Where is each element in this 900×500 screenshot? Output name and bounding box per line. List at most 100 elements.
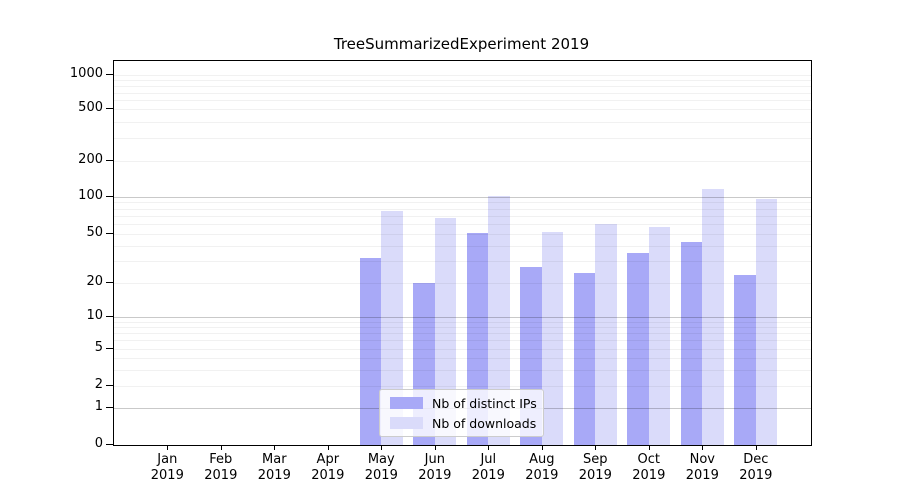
- x-tick-label-year: 2019: [471, 467, 505, 483]
- y-gridline: [114, 316, 811, 318]
- downloads-bar-jul: [488, 196, 510, 445]
- distinct-ips-bar-sep: [573, 273, 596, 445]
- y-gridline: [114, 333, 811, 335]
- y-gridline: [114, 327, 811, 328]
- x-tick-mark: [381, 445, 383, 450]
- y-gridline: [114, 202, 811, 204]
- downloads-bar-jun: [434, 218, 457, 445]
- y-gridline: [114, 282, 811, 284]
- y-tick-label: 10: [86, 307, 103, 323]
- distinct-ips-bar-nov: [680, 242, 703, 445]
- x-tick-label: Nov 2019: [671, 452, 733, 483]
- y-gridline: [114, 261, 811, 263]
- x-tick-label-year: 2019: [418, 467, 452, 483]
- x-tick-label: Sep 2019: [564, 452, 626, 483]
- y-gridline: [114, 109, 811, 111]
- x-tick-label-year: 2019: [204, 467, 238, 483]
- x-tick-label-year: 2019: [364, 467, 398, 483]
- y-gridline: [114, 357, 811, 359]
- y-tick-label: 2: [94, 377, 103, 392]
- x-tick-label-month: Apr: [316, 452, 340, 467]
- y-gridline: [114, 138, 811, 139]
- y-gridline: [114, 85, 811, 87]
- x-tick-label-month: Oct: [637, 452, 661, 467]
- y-tick-mark: [106, 444, 113, 445]
- x-tick-label: Apr 2019: [297, 452, 359, 483]
- y-tick-mark: [106, 281, 113, 283]
- x-tick-mark: [595, 445, 597, 450]
- y-gridline: [114, 340, 811, 342]
- y-gridline: [114, 208, 811, 210]
- x-tick-label-year: 2019: [632, 467, 666, 483]
- y-gridline: [114, 80, 811, 81]
- legend-item-downloads: Nb of downloads: [390, 415, 543, 431]
- y-gridline: [114, 245, 811, 247]
- y-tick-mark: [106, 385, 113, 386]
- x-tick-label-month: Feb: [209, 452, 233, 467]
- y-gridline: [114, 92, 811, 94]
- x-tick-label: Feb 2019: [190, 452, 252, 483]
- x-tick-label: Dec 2019: [725, 452, 787, 483]
- x-tick-label: Jan 2019: [136, 452, 198, 483]
- x-tick-mark: [167, 445, 169, 450]
- distinct-ips-bar-may: [359, 257, 382, 445]
- x-tick-label-year: 2019: [525, 467, 559, 483]
- x-tick-label-year: 2019: [311, 467, 345, 483]
- legend-swatch-distinct-ips: [390, 397, 423, 409]
- x-tick-label: Mar 2019: [243, 452, 305, 483]
- y-tick-mark: [106, 159, 113, 161]
- y-tick-label: 20: [86, 273, 103, 289]
- y-gridline: [114, 348, 811, 350]
- x-tick-mark: [274, 445, 276, 450]
- distinct-ips-bar-dec: [734, 275, 756, 445]
- legend-label-downloads: Nb of downloads: [432, 415, 537, 431]
- x-tick-label-year: 2019: [578, 467, 612, 483]
- x-tick-label: Jul 2019: [457, 452, 519, 483]
- y-gridline: [114, 100, 811, 102]
- x-tick-label-year: 2019: [739, 467, 773, 483]
- legend-label-distinct-ips: Nb of distinct IPs: [432, 395, 537, 411]
- x-tick-label: Jun 2019: [404, 452, 466, 483]
- y-gridline: [114, 224, 811, 226]
- y-tick-label: 200: [78, 151, 103, 167]
- y-gridline: [114, 369, 811, 371]
- x-tick-mark: [755, 445, 757, 450]
- y-gridline: [114, 215, 811, 217]
- y-tick-mark: [106, 108, 113, 110]
- legend: Nb of distinct IPs Nb of downloads: [379, 389, 544, 437]
- distinct-ips-bar-oct: [627, 253, 649, 445]
- x-tick-mark: [648, 445, 650, 450]
- downloads-bar-dec: [755, 198, 778, 445]
- y-gridline: [114, 121, 811, 123]
- y-tick-label: 500: [78, 100, 103, 116]
- x-tick-label-month: Nov: [689, 452, 715, 467]
- y-tick-label: 5: [94, 339, 103, 355]
- x-tick-mark: [220, 445, 222, 450]
- x-tick-label-year: 2019: [685, 467, 719, 483]
- x-tick-label-month: Jun: [424, 452, 445, 467]
- downloads-bar-sep: [595, 224, 617, 445]
- y-tick-mark: [106, 233, 113, 234]
- downloads-bar-oct: [648, 226, 671, 445]
- x-tick-label-month: Aug: [529, 452, 555, 467]
- y-gridline: [114, 386, 811, 387]
- x-tick-mark: [488, 445, 490, 450]
- y-tick-label: 1000: [69, 65, 103, 81]
- downloads-bar-aug: [541, 231, 564, 445]
- x-tick-label-year: 2019: [150, 467, 184, 483]
- y-tick-label: 50: [86, 225, 103, 240]
- y-tick-label: 1: [94, 399, 103, 415]
- legend-item-distinct-ips: Nb of distinct IPs: [390, 395, 543, 411]
- x-tick-label: Aug 2019: [511, 452, 573, 483]
- y-tick-label: 0: [94, 436, 103, 451]
- x-tick-mark: [327, 445, 329, 450]
- x-tick-mark: [541, 445, 543, 450]
- x-tick-label-month: Dec: [743, 452, 769, 467]
- x-tick-label-month: Jan: [157, 452, 178, 467]
- x-tick-label-month: Jul: [480, 452, 497, 467]
- y-tick-label: 100: [78, 187, 103, 203]
- x-tick-label: Oct 2019: [618, 452, 680, 483]
- downloads-bar-nov: [702, 189, 724, 445]
- y-gridline: [114, 160, 811, 162]
- x-tick-label-month: May: [367, 452, 395, 467]
